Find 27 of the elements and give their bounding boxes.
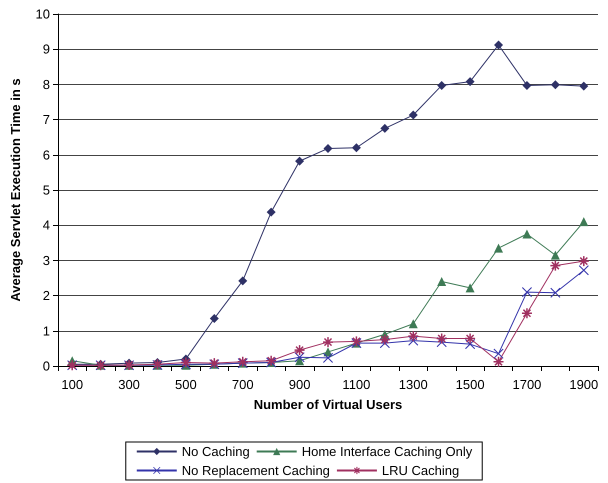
x-tick-label: 100 [61,377,84,392]
x-tick-label: 1700 [512,377,542,392]
x-axis-title: Number of Virtual Users [254,397,402,412]
y-tick-label: 7 [42,112,50,128]
y-axis-title: Average Servlet Execution Time in s [8,78,23,302]
y-tick-label: 2 [42,288,50,304]
y-tick-label: 1 [42,323,50,338]
x-tick-label: 1300 [398,377,428,392]
x-tick-label: 1500 [456,377,485,392]
legend-label: Home Interface Caching Only [302,444,473,459]
y-tick-label: 0 [42,358,50,374]
y-tick-label: 4 [42,218,50,233]
x-tick-label: 900 [288,377,310,392]
y-tick-label: 10 [36,6,50,22]
x-tick-label: 1100 [342,377,370,392]
x-tick-label: 300 [118,377,140,392]
x-tick-label: 700 [232,377,254,392]
legend-label: LRU Caching [382,463,460,478]
legend-label: No Caching [182,444,250,459]
y-tick-label: 8 [42,76,50,92]
legend-label: No Replacement Caching [182,463,330,478]
y-tick-label: 3 [42,252,50,268]
x-tick-label: 1900 [569,377,598,392]
y-tick-label: 6 [42,147,50,162]
y-tick-label: 9 [42,42,50,57]
x-tick-label: 500 [175,377,197,392]
y-tick-label: 5 [42,182,50,198]
